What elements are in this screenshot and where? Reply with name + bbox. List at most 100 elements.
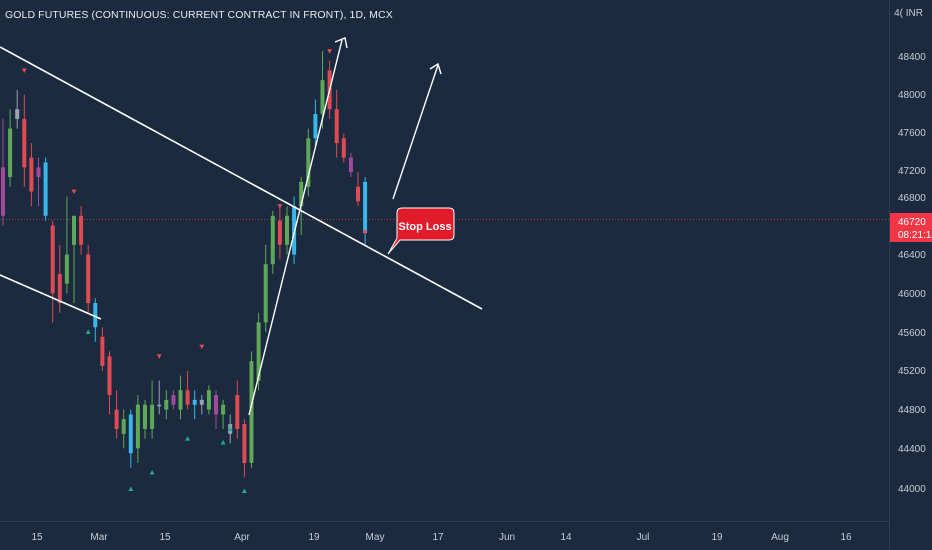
candle-body <box>192 399 197 405</box>
signal-down-marker <box>21 68 27 73</box>
candle-body <box>206 390 211 410</box>
chart-title: GOLD FUTURES (CONTINUOUS: CURRENT CONTRA… <box>5 9 393 21</box>
stop-loss-label: Stop Loss <box>398 221 451 233</box>
signal-down-marker <box>327 49 333 54</box>
axis-unit[interactable]: 4( INR <box>894 8 923 19</box>
x-tick: 16 <box>840 532 852 543</box>
last-price-tag: 46720 08:21:18 <box>890 213 932 242</box>
candle-body <box>29 157 34 192</box>
candle-body <box>341 138 346 158</box>
candle-body <box>277 220 282 245</box>
candle-body <box>285 215 289 245</box>
candle-body <box>348 157 353 173</box>
candle-body <box>214 395 218 415</box>
candle-body <box>36 167 41 178</box>
signal-up-marker <box>227 426 233 431</box>
signal-down-marker <box>362 230 368 235</box>
x-tick: May <box>366 532 385 543</box>
y-tick: 45200 <box>898 366 926 377</box>
countdown-value: 08:21:18 <box>898 230 932 241</box>
candle-body <box>334 109 339 144</box>
y-tick: 44000 <box>898 484 926 495</box>
axis-menu-glyph: 4( <box>894 8 903 19</box>
candle-body <box>221 404 226 415</box>
stop-loss-callout[interactable]: Stop Loss <box>387 207 455 255</box>
y-tick: 45600 <box>898 328 926 339</box>
y-tick: 48400 <box>898 52 926 63</box>
candle-body <box>185 390 190 405</box>
x-tick: 17 <box>432 532 444 543</box>
y-tick: 46000 <box>898 289 926 300</box>
x-tick: Apr <box>234 532 250 543</box>
signal-down-marker <box>277 204 283 209</box>
y-tick: 47200 <box>898 166 926 177</box>
candle-body <box>242 424 247 463</box>
candle-body <box>57 273 62 303</box>
y-tick: 46800 <box>898 193 926 204</box>
y-axis-labels: 48400 48000 47600 47200 46800 46400 4600… <box>898 52 926 495</box>
x-tick: 14 <box>560 532 572 543</box>
candle-body <box>235 395 240 429</box>
candle-body <box>1 167 5 216</box>
x-axis-labels: 15 Mar 15 Apr 19 May 17 Jun 14 Jul 19 Au… <box>31 532 852 543</box>
trendline-upper-descending[interactable] <box>0 46 483 310</box>
projection-arrowhead-icon <box>429 62 442 75</box>
trendline-rally[interactable] <box>248 39 343 416</box>
last-price-value: 46720 <box>898 217 926 228</box>
candle-body <box>356 186 360 202</box>
candle-body <box>256 322 261 381</box>
candle-body <box>171 395 176 405</box>
signal-up-marker <box>220 440 226 445</box>
signal-up-marker <box>85 329 91 335</box>
candle-body <box>306 138 311 187</box>
candle-body <box>107 356 112 396</box>
y-tick: 47600 <box>898 128 926 139</box>
x-tick: Jun <box>499 532 515 543</box>
candle-body <box>178 390 183 410</box>
candle-body <box>135 404 140 449</box>
candle-body <box>8 128 13 178</box>
x-tick: 19 <box>711 532 723 543</box>
y-tick: 46400 <box>898 250 926 261</box>
signal-down-marker <box>156 354 162 359</box>
candle-body <box>22 118 27 168</box>
currency-label: INR <box>905 8 923 19</box>
candle-body <box>100 336 105 366</box>
x-tick: 15 <box>159 532 171 543</box>
candle-body <box>299 181 304 207</box>
signal-down-marker <box>71 189 77 195</box>
candle-body <box>50 225 55 294</box>
candle-body <box>121 419 126 434</box>
signal-down-marker <box>199 344 205 350</box>
y-tick: 44800 <box>898 405 926 416</box>
candle-body <box>320 80 325 115</box>
signal-up-marker <box>149 470 155 475</box>
x-tick: 19 <box>308 532 320 543</box>
x-tick: 15 <box>31 532 43 543</box>
candle-body <box>270 215 275 265</box>
candle-body <box>15 109 20 119</box>
candle-body <box>363 181 368 234</box>
candle-body <box>72 215 76 245</box>
candle-body <box>64 254 69 284</box>
signal-up-marker <box>241 488 247 493</box>
markers-layer <box>21 49 368 493</box>
trendline-lower-descending[interactable] <box>0 274 102 320</box>
projection-arrow[interactable] <box>392 64 439 200</box>
signal-up-marker <box>185 436 191 441</box>
candle-body <box>150 404 155 429</box>
candle-body <box>79 215 84 245</box>
candle-body <box>143 404 147 429</box>
candle-body <box>164 399 169 410</box>
y-tick: 44400 <box>898 444 926 455</box>
y-tick: 48000 <box>898 90 926 101</box>
candle-body <box>93 302 98 328</box>
rally-arrowhead-icon <box>334 37 348 49</box>
candle-body <box>128 414 133 454</box>
candle-body <box>263 264 268 323</box>
candle-body <box>86 254 91 303</box>
candle-body <box>157 404 162 407</box>
candle-body <box>43 162 48 216</box>
